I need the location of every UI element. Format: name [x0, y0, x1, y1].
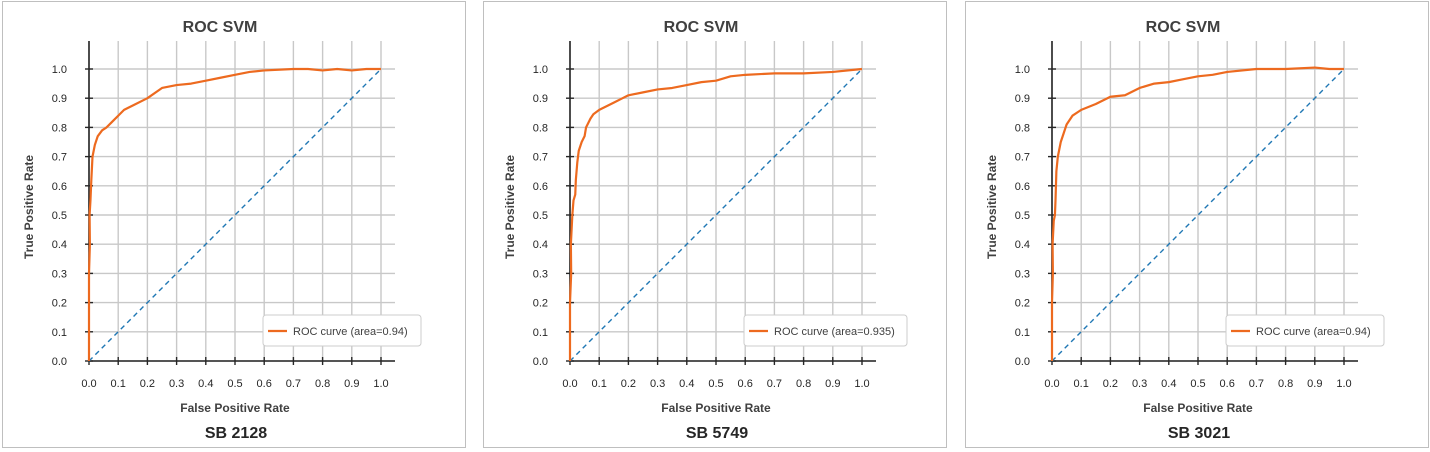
- x-tick-label: 0.5: [227, 378, 242, 390]
- x-tick-label: 0.8: [1278, 378, 1293, 390]
- legend-label: ROC curve (area=0.94): [293, 326, 408, 338]
- x-tick-label: 0.8: [796, 378, 811, 390]
- x-tick-label: 0.3: [650, 378, 665, 390]
- x-tick-label: 0.0: [1044, 378, 1059, 390]
- x-tick-label: 0.6: [257, 378, 272, 390]
- roc-curve-line: [87, 67, 381, 361]
- x-axis-label: False Positive Rate: [661, 401, 771, 415]
- y-tick-label: 0.5: [52, 210, 67, 222]
- roc-panel-sb-3021: 0.0 0.1 0.2 0.3 0.4 0.5 0.6 0.7 0.8 0.9 1.0 0.0 0.1 0…: [965, 1, 1429, 448]
- y-tick-label: 0.5: [533, 210, 548, 222]
- y-tick-label: 0.6: [52, 181, 67, 193]
- y-tick-label: 0.2: [52, 298, 67, 310]
- chart-subtitle: SB 2128: [205, 425, 267, 442]
- y-tick-label: 0.7: [52, 152, 67, 164]
- x-tick-label: 0.0: [81, 378, 96, 390]
- x-tick-label: 0.4: [198, 378, 213, 390]
- y-tick-label: 0.6: [1015, 181, 1030, 193]
- y-tick-label: 0.1: [52, 327, 67, 339]
- y-tick-label: 0.2: [533, 298, 548, 310]
- y-tick-label: 0.7: [1015, 152, 1030, 164]
- x-tick-label: 0.1: [111, 378, 126, 390]
- y-tick-label: 0.7: [533, 152, 548, 164]
- y-tick-label: 0.0: [533, 356, 548, 368]
- y-tick-label: 1.0: [52, 64, 67, 76]
- x-tick-label: 0.7: [1249, 378, 1264, 390]
- y-axis-label: True Positive Rate: [985, 155, 999, 259]
- y-tick-label: 0.1: [1015, 327, 1030, 339]
- y-tick-label: 0.3: [52, 268, 67, 280]
- y-tick-label: 0.0: [1015, 356, 1030, 368]
- y-tick-label: 0.4: [52, 239, 67, 251]
- y-axis-label: True Positive Rate: [22, 155, 36, 259]
- legend-box: [1225, 314, 1385, 347]
- x-tick-label: 0.1: [592, 378, 607, 390]
- x-tick-label: 0.9: [825, 378, 840, 390]
- diagonal-chance-line: [88, 68, 382, 362]
- y-tick-label: 0.8: [533, 122, 548, 134]
- y-tick-label: 0.2: [1015, 298, 1030, 310]
- roc-chart: 0.0 0.1 0.2 0.3 0.4 0.5 0.6 0.7 0.8 0.9 1.0 0.0 0.1 0…: [22, 19, 422, 442]
- roc-panel-sb-5749: 0.0 0.1 0.2 0.3 0.4 0.5 0.6 0.7 0.8 0.9 1.0 0.0 0.1 0…: [483, 1, 947, 448]
- x-tick-label: 0.2: [140, 378, 155, 390]
- y-tick-label: 0.4: [533, 239, 548, 251]
- x-tick-label: 0.3: [1132, 378, 1147, 390]
- x-tick-label: 0.2: [1103, 378, 1118, 390]
- legend-box: [743, 314, 908, 347]
- y-tick-label: 0.0: [52, 356, 67, 368]
- x-tick-label: 1.0: [854, 378, 869, 390]
- y-tick-label: 0.4: [1015, 239, 1030, 251]
- x-tick-label: 1.0: [1336, 378, 1351, 390]
- chart-title: ROC SVM: [664, 19, 739, 36]
- chart-title: ROC SVM: [1146, 19, 1221, 36]
- x-axis-label: False Positive Rate: [1143, 401, 1253, 415]
- chart-subtitle: SB 3021: [1168, 425, 1230, 442]
- y-tick-label: 0.8: [1015, 122, 1030, 134]
- y-tick-label: 0.8: [52, 122, 67, 134]
- y-tick-label: 1.0: [533, 64, 548, 76]
- chart-title: ROC SVM: [183, 19, 258, 36]
- roc-curve-line: [568, 67, 863, 361]
- diagonal-chance-line: [1051, 68, 1345, 362]
- legend-label: ROC curve (area=0.935): [774, 326, 895, 338]
- y-tick-label: 0.9: [52, 93, 67, 105]
- y-tick-label: 0.6: [533, 181, 548, 193]
- x-tick-label: 0.5: [1190, 378, 1205, 390]
- roc-chart: 0.0 0.1 0.2 0.3 0.4 0.5 0.6 0.7 0.8 0.9 1.0 0.0 0.1 0…: [985, 19, 1385, 442]
- legend-label: ROC curve (area=0.94): [1256, 326, 1371, 338]
- x-tick-label: 0.0: [562, 378, 577, 390]
- x-tick-label: 0.5: [708, 378, 723, 390]
- roc-curve-line: [1050, 66, 1344, 361]
- y-tick-label: 1.0: [1015, 64, 1030, 76]
- x-tick-label: 0.3: [169, 378, 184, 390]
- y-tick-label: 0.9: [1015, 93, 1030, 105]
- x-tick-label: 0.8: [315, 378, 330, 390]
- diagonal-chance-line: [569, 68, 863, 362]
- x-tick-label: 0.9: [344, 378, 359, 390]
- x-tick-label: 0.2: [621, 378, 636, 390]
- x-tick-label: 0.6: [1220, 378, 1235, 390]
- roc-panel-sb-2128: 0.0 0.1 0.2 0.3 0.4 0.5 0.6 0.7 0.8 0.9 1.0 0.0 0.1 0…: [2, 1, 466, 448]
- y-tick-label: 0.5: [1015, 210, 1030, 222]
- x-tick-label: 0.9: [1307, 378, 1322, 390]
- chart-subtitle: SB 5749: [686, 425, 748, 442]
- x-axis-label: False Positive Rate: [180, 401, 290, 415]
- x-tick-label: 0.1: [1074, 378, 1089, 390]
- y-tick-label: 0.3: [533, 268, 548, 280]
- legend-box: [262, 314, 422, 347]
- y-tick-label: 0.3: [1015, 268, 1030, 280]
- x-tick-label: 0.4: [1161, 378, 1176, 390]
- x-tick-label: 0.7: [767, 378, 782, 390]
- roc-chart: 0.0 0.1 0.2 0.3 0.4 0.5 0.6 0.7 0.8 0.9 1.0 0.0 0.1 0…: [503, 19, 908, 442]
- x-tick-label: 1.0: [373, 378, 388, 390]
- y-axis-label: True Positive Rate: [503, 155, 517, 259]
- x-tick-label: 0.7: [286, 378, 301, 390]
- x-tick-label: 0.4: [679, 378, 694, 390]
- x-tick-label: 0.6: [738, 378, 753, 390]
- y-tick-label: 0.1: [533, 327, 548, 339]
- y-tick-label: 0.9: [533, 93, 548, 105]
